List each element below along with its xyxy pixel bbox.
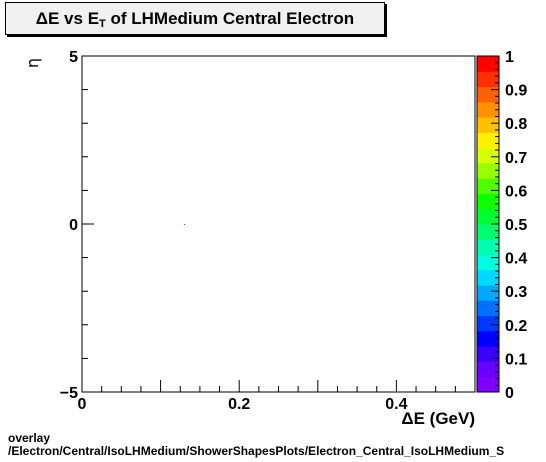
z-tick-label: 0.9 xyxy=(505,83,527,100)
z-tick-label: 0.5 xyxy=(505,217,527,234)
palette-swatch xyxy=(477,315,499,332)
palette-swatch xyxy=(477,71,499,88)
palette-swatch xyxy=(477,254,499,271)
color-scale-axis: 0 0.1 0.2 0.3 0.4 0.5 0.6 0.7 0.8 0.9 1 xyxy=(491,49,527,402)
palette-swatch xyxy=(477,361,499,378)
palette-swatch xyxy=(477,376,499,393)
z-tick-label: 0.3 xyxy=(505,284,527,301)
data-points xyxy=(184,224,186,225)
palette-swatch xyxy=(477,147,499,164)
palette-swatch xyxy=(477,132,499,149)
title-suffix: of LHMedium Central Electron xyxy=(105,9,355,28)
palette-swatch xyxy=(477,208,499,225)
footer-line-1: overlay xyxy=(8,431,51,445)
palette-swatch xyxy=(477,101,499,118)
z-tick-label: 0.2 xyxy=(505,318,527,335)
palette-swatch xyxy=(477,178,499,194)
x-tick-label: 0 xyxy=(78,396,87,413)
x-axis-label: ΔE (GeV) xyxy=(401,409,475,428)
z-tick-label: 0.8 xyxy=(505,116,527,133)
data-point xyxy=(184,224,186,225)
y-axis-label: η xyxy=(23,58,42,68)
color-scale xyxy=(476,55,500,393)
palette-swatch xyxy=(477,117,499,133)
z-tick-label: 0.1 xyxy=(505,351,527,368)
y-tick-label: 5 xyxy=(69,49,78,66)
z-tick-label: 0 xyxy=(505,385,514,402)
title-subscript: T xyxy=(99,18,106,30)
footer-line-2: /Electron/Central/IsoLHMedium/ShowerShap… xyxy=(8,444,505,458)
footer: overlay /Electron/Central/IsoLHMedium/Sh… xyxy=(8,432,504,458)
palette-swatch xyxy=(477,56,499,72)
y-tick-label: −5 xyxy=(60,385,78,402)
x-tick-label: 0.4 xyxy=(385,396,407,413)
palette-swatch xyxy=(477,224,499,240)
palette-swatch xyxy=(477,300,499,317)
x-axis: 0 0.2 0.4 xyxy=(78,380,476,413)
palette-swatch xyxy=(477,162,499,179)
x-tick-label: 0.2 xyxy=(228,396,250,413)
z-tick-label: 0.6 xyxy=(505,183,527,200)
y-tick-label: 0 xyxy=(69,217,78,234)
palette-swatch xyxy=(477,330,499,347)
z-tick-label: 0.7 xyxy=(505,150,527,167)
palette-swatch xyxy=(477,239,499,256)
plot-frame xyxy=(81,55,476,393)
y-axis: 5 0 −5 xyxy=(60,49,94,402)
z-tick-label: 1 xyxy=(505,49,514,66)
palette-swatch xyxy=(477,86,499,103)
z-tick-label: 0.4 xyxy=(505,251,527,268)
palette-swatch xyxy=(477,285,499,301)
palette-swatch xyxy=(477,193,499,210)
chart-title: ΔE vs ET of LHMedium Central Electron xyxy=(5,2,385,35)
heatmap-chart: 0 0.2 0.4 50−5 00.10.20.30.40.50.60.70.80.… xyxy=(23,49,527,428)
palette-swatch xyxy=(477,346,499,362)
palette-swatch xyxy=(477,269,499,286)
title-prefix: ΔE vs E xyxy=(35,9,100,28)
